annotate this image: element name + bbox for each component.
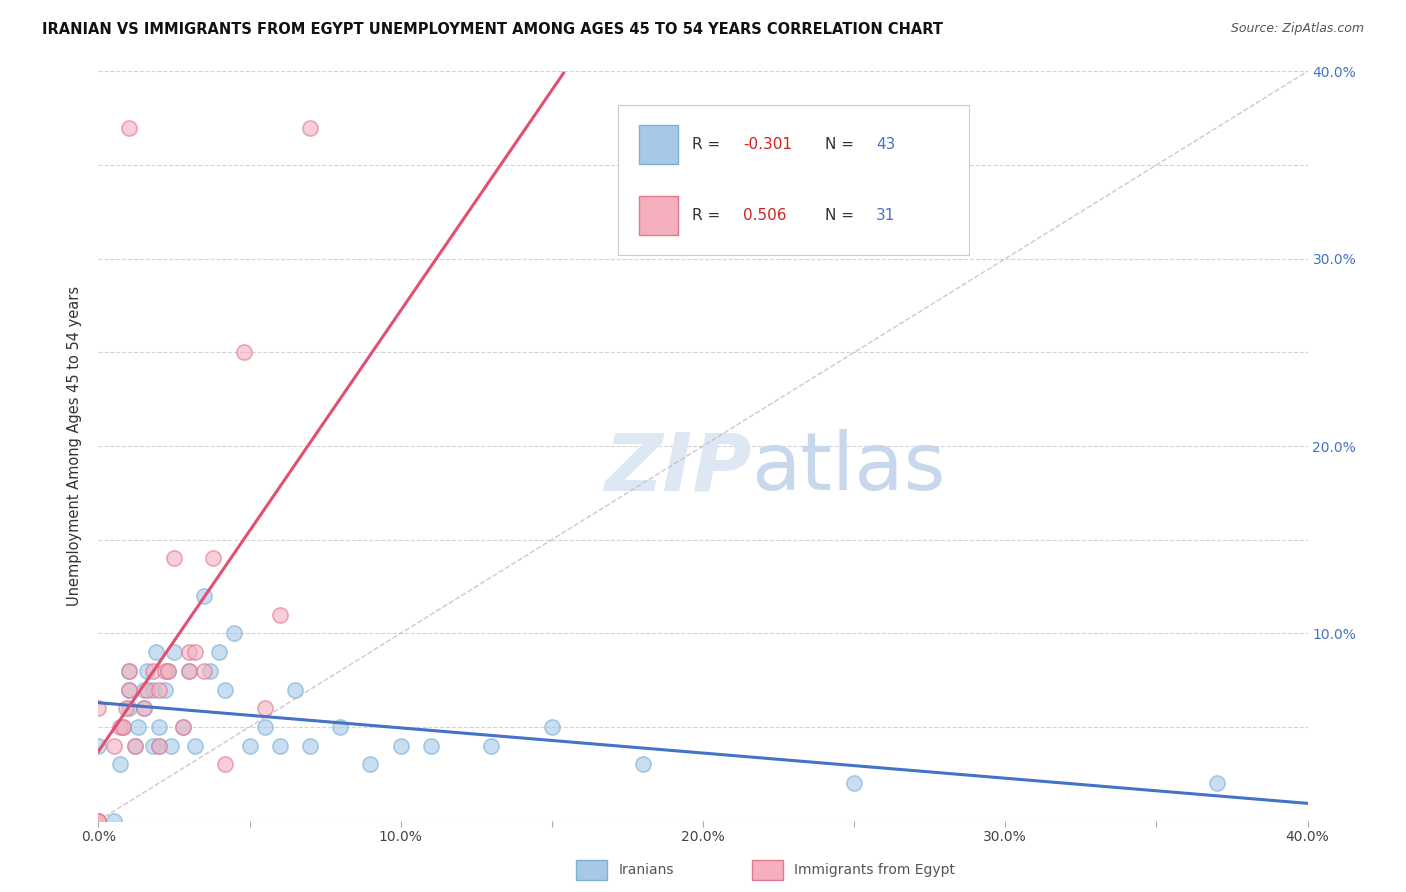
Bar — [638, 196, 678, 235]
Point — [135, 664, 157, 678]
Point — [156, 664, 179, 678]
Point — [200, 664, 222, 678]
Point — [269, 739, 291, 753]
Point — [111, 720, 134, 734]
Point — [420, 739, 443, 753]
Point — [329, 720, 352, 734]
Point — [108, 757, 131, 772]
Point — [108, 720, 131, 734]
Point — [208, 645, 231, 659]
Point — [124, 739, 146, 753]
Point — [142, 682, 165, 697]
Point — [145, 645, 167, 659]
Point — [179, 664, 201, 678]
Point — [269, 607, 291, 622]
Point — [156, 664, 179, 678]
Point — [132, 701, 155, 715]
Point — [142, 739, 165, 753]
Text: atlas: atlas — [751, 429, 946, 508]
Point — [299, 739, 322, 753]
Point — [179, 645, 201, 659]
Y-axis label: Unemployment Among Ages 45 to 54 years: Unemployment Among Ages 45 to 54 years — [67, 286, 83, 606]
Point — [118, 701, 141, 715]
Text: R =: R = — [692, 136, 725, 152]
Point — [127, 720, 149, 734]
Point — [148, 720, 170, 734]
Text: 43: 43 — [876, 136, 896, 152]
Point — [172, 720, 194, 734]
Point — [163, 551, 186, 566]
Point — [239, 739, 262, 753]
Point — [118, 664, 141, 678]
Point — [87, 814, 110, 828]
Point — [224, 626, 246, 640]
Text: N =: N = — [825, 208, 859, 223]
Point — [163, 645, 186, 659]
Point — [103, 814, 125, 828]
Text: 31: 31 — [876, 208, 896, 223]
Point — [87, 814, 110, 828]
Point — [389, 739, 412, 753]
Text: Source: ZipAtlas.com: Source: ZipAtlas.com — [1230, 22, 1364, 36]
Point — [253, 720, 276, 734]
Point — [118, 682, 141, 697]
Point — [135, 682, 157, 697]
Point — [142, 664, 165, 678]
Point — [184, 739, 207, 753]
Point — [148, 739, 170, 753]
Point — [232, 345, 254, 359]
Text: IRANIAN VS IMMIGRANTS FROM EGYPT UNEMPLOYMENT AMONG AGES 45 TO 54 YEARS CORRELAT: IRANIAN VS IMMIGRANTS FROM EGYPT UNEMPLO… — [42, 22, 943, 37]
Point — [132, 682, 155, 697]
Text: ZIP: ZIP — [605, 429, 751, 508]
Point — [214, 757, 236, 772]
Point — [111, 720, 134, 734]
Text: R =: R = — [692, 208, 725, 223]
Point — [118, 682, 141, 697]
Text: 0.506: 0.506 — [742, 208, 786, 223]
Point — [114, 701, 136, 715]
Point — [87, 814, 110, 828]
Point — [193, 589, 215, 603]
Text: Immigrants from Egypt: Immigrants from Egypt — [794, 863, 956, 877]
Point — [299, 120, 322, 135]
Point — [124, 739, 146, 753]
Point — [193, 664, 215, 678]
Point — [132, 701, 155, 715]
Point — [253, 701, 276, 715]
Point — [118, 120, 141, 135]
Bar — [638, 125, 678, 164]
Point — [148, 682, 170, 697]
Point — [103, 739, 125, 753]
Point — [172, 720, 194, 734]
Point — [184, 645, 207, 659]
Point — [214, 682, 236, 697]
Point — [540, 720, 562, 734]
Text: -0.301: -0.301 — [742, 136, 792, 152]
Point — [179, 664, 201, 678]
Point — [631, 757, 654, 772]
Point — [481, 739, 503, 753]
FancyBboxPatch shape — [619, 105, 969, 255]
Point — [87, 739, 110, 753]
Text: N =: N = — [825, 136, 859, 152]
Point — [153, 664, 176, 678]
Point — [360, 757, 382, 772]
Text: Iranians: Iranians — [619, 863, 673, 877]
Point — [202, 551, 225, 566]
Point — [284, 682, 307, 697]
Point — [153, 682, 176, 697]
Point — [844, 776, 866, 790]
Point — [1206, 776, 1229, 790]
Point — [160, 739, 183, 753]
Point — [87, 701, 110, 715]
Point — [148, 739, 170, 753]
Point — [118, 664, 141, 678]
